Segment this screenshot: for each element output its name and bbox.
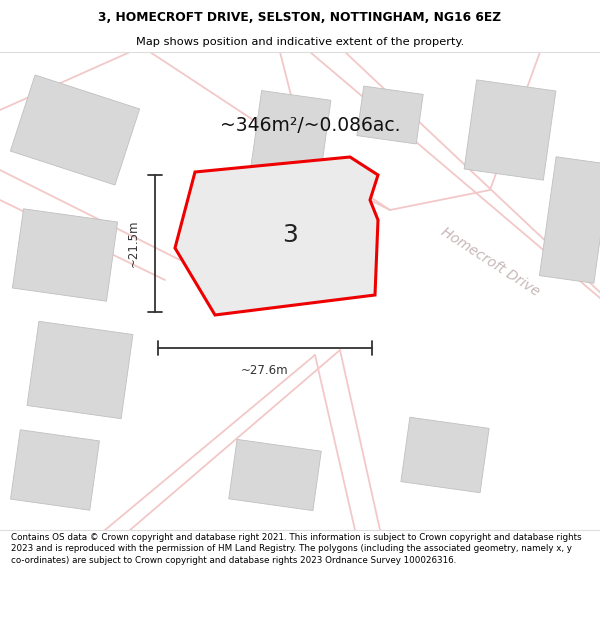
Text: Contains OS data © Crown copyright and database right 2021. This information is : Contains OS data © Crown copyright and d…: [11, 533, 581, 565]
Text: 3, HOMECROFT DRIVE, SELSTON, NOTTINGHAM, NG16 6EZ: 3, HOMECROFT DRIVE, SELSTON, NOTTINGHAM,…: [98, 11, 502, 24]
Text: ~21.5m: ~21.5m: [127, 220, 139, 268]
Text: Map shows position and indicative extent of the property.: Map shows position and indicative extent…: [136, 38, 464, 48]
Polygon shape: [229, 439, 321, 511]
Polygon shape: [10, 75, 140, 185]
Polygon shape: [27, 321, 133, 419]
Polygon shape: [11, 430, 100, 510]
Polygon shape: [539, 157, 600, 283]
Polygon shape: [357, 86, 423, 144]
Polygon shape: [175, 157, 378, 315]
Polygon shape: [249, 91, 331, 189]
Text: ~27.6m: ~27.6m: [241, 364, 289, 376]
Text: 3: 3: [282, 223, 298, 247]
Polygon shape: [464, 80, 556, 180]
Polygon shape: [401, 418, 489, 492]
Polygon shape: [13, 209, 118, 301]
Polygon shape: [226, 179, 364, 291]
Text: Homecroft Drive: Homecroft Drive: [438, 225, 542, 299]
Text: ~346m²/~0.086ac.: ~346m²/~0.086ac.: [220, 116, 400, 134]
